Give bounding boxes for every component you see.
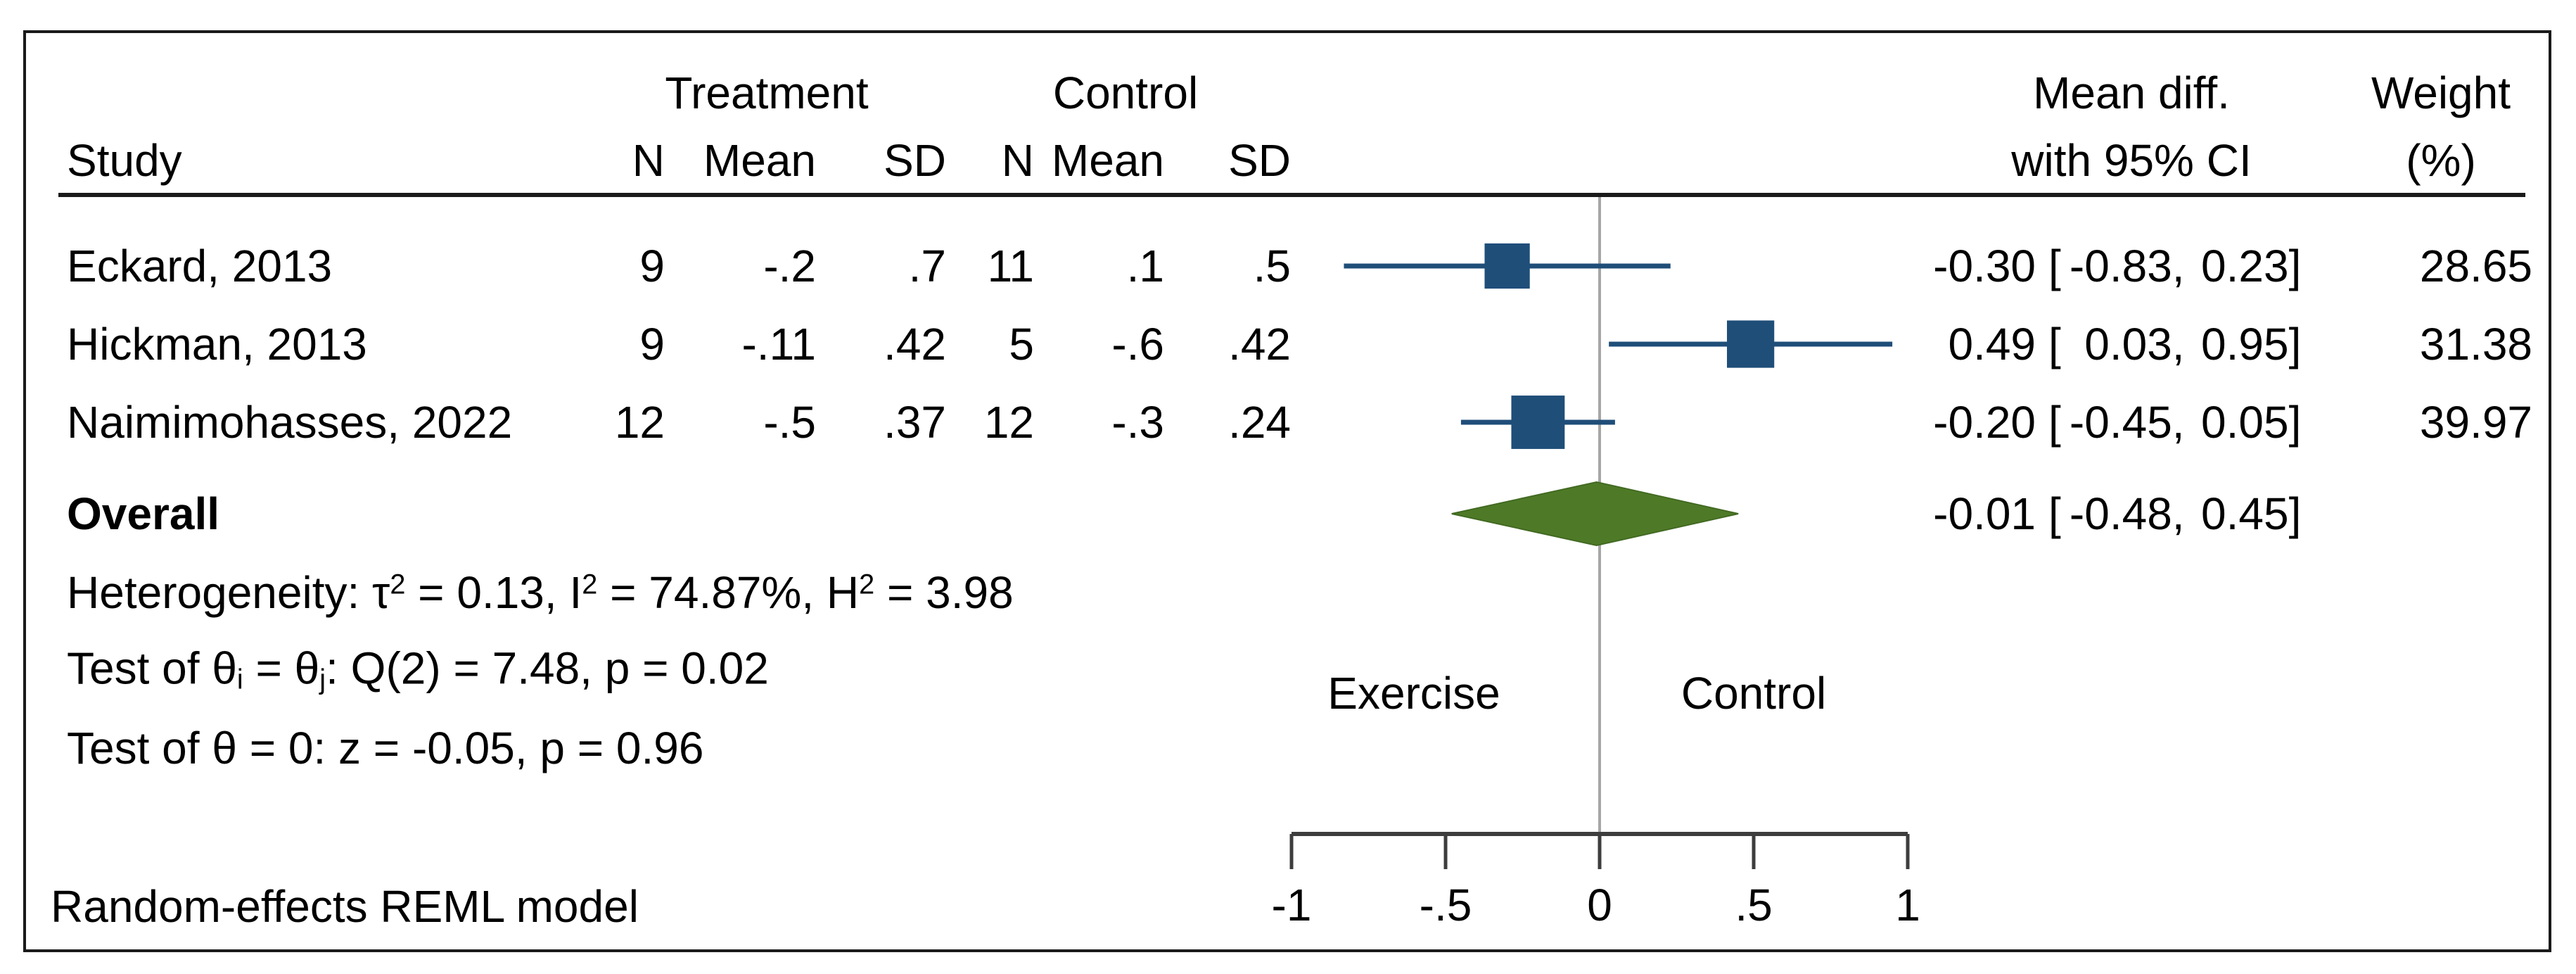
table-cell: .42 bbox=[1228, 319, 1291, 369]
table-cell: 11 bbox=[987, 241, 1034, 291]
bracket: ] bbox=[2288, 397, 2302, 448]
bracket: [ bbox=[2048, 319, 2061, 369]
ci-lower: -0.48 bbox=[2069, 488, 2172, 539]
test-theta-zero-stats: Test of θ = 0: z = -0.05, p = 0.96 bbox=[67, 726, 703, 771]
test-theta-equality-stats: Test of θi = θj: Q(2) = 7.48, p = 0.02 bbox=[67, 646, 769, 695]
ci-lower: -0.83 bbox=[2069, 241, 2172, 291]
table-cell: 9 bbox=[639, 241, 665, 291]
stats-text-segment: 2 bbox=[390, 569, 406, 600]
study-label: Naimimohasses, 2022 bbox=[67, 397, 513, 448]
table-cell: 12 bbox=[614, 397, 665, 448]
table-cell: .42 bbox=[884, 319, 946, 369]
table-cell: .5 bbox=[1253, 241, 1291, 291]
bracket: [ bbox=[2048, 488, 2061, 539]
comma: , bbox=[2172, 488, 2185, 539]
table-cell: .24 bbox=[1228, 397, 1291, 448]
direction-label-left: Exercise bbox=[1327, 668, 1500, 719]
ci-upper: 0.05 bbox=[2201, 397, 2289, 448]
ci-estimate: -0.20 bbox=[1933, 397, 2036, 448]
ci-lower: 0.03 bbox=[2084, 319, 2172, 369]
ci-upper: 0.23 bbox=[2201, 241, 2289, 291]
treatment-n-header: N bbox=[632, 135, 665, 186]
bracket: ] bbox=[2288, 319, 2302, 369]
ci-estimate: -0.30 bbox=[1933, 241, 2036, 291]
ci-text: -0.20[-0.45, 0.05] bbox=[1929, 400, 2301, 445]
model-note: Random-effects REML model bbox=[51, 881, 639, 932]
control-mean-header: Mean bbox=[1051, 135, 1164, 186]
stats-text-segment: i bbox=[236, 664, 243, 695]
bracket: [ bbox=[2048, 397, 2061, 448]
effect-header-line1: Mean diff. bbox=[2033, 68, 2230, 118]
ci-upper: 0.45 bbox=[2201, 488, 2289, 539]
overall-ci-text: -0.01[-0.48, 0.45] bbox=[1929, 491, 2301, 536]
ci-estimate: 0.49 bbox=[1948, 319, 2036, 369]
stats-text-segment: Test of θ = 0: z = -0.05, p = 0.96 bbox=[67, 723, 704, 773]
bracket: [ bbox=[2048, 241, 2061, 291]
ci-estimate: -0.01 bbox=[1933, 488, 2036, 539]
weight-value: 31.38 bbox=[2419, 319, 2532, 369]
table-cell: .37 bbox=[884, 397, 946, 448]
comma: , bbox=[2172, 241, 2185, 291]
effect-header-line2: with 95% CI bbox=[2011, 135, 2252, 186]
ci-lower: -0.45 bbox=[2069, 397, 2172, 448]
table-cell: 12 bbox=[983, 397, 1034, 448]
table-cell: 9 bbox=[639, 319, 665, 369]
study-label: Eckard, 2013 bbox=[67, 241, 333, 291]
ci-text: -0.30[-0.83, 0.23] bbox=[1929, 244, 2301, 289]
weight-header-line2: (%) bbox=[2406, 135, 2476, 186]
table-cell: 5 bbox=[1009, 319, 1034, 369]
table-cell: .7 bbox=[908, 241, 946, 291]
heterogeneity-stats: Heterogeneity: τ2 = 0.13, I2 = 74.87%, H… bbox=[67, 570, 1014, 615]
stats-text-segment: = 0.13, I bbox=[405, 567, 582, 618]
bracket: ] bbox=[2288, 241, 2302, 291]
stats-text-segment: 2 bbox=[859, 569, 875, 600]
stats-text-segment: Heterogeneity: τ bbox=[67, 567, 390, 618]
table-cell: -.2 bbox=[763, 241, 816, 291]
stats-text-segment: = 3.98 bbox=[874, 567, 1014, 618]
treatment-mean-header: Mean bbox=[703, 135, 816, 186]
stats-text-segment: Test of θ bbox=[67, 643, 237, 694]
overall-label: Overall bbox=[67, 488, 220, 539]
weight-header-line1: Weight bbox=[2371, 68, 2511, 118]
weight-value: 39.97 bbox=[2419, 397, 2532, 448]
table-cell: -.11 bbox=[741, 319, 816, 369]
ci-upper: 0.95 bbox=[2201, 319, 2289, 369]
comma: , bbox=[2172, 319, 2185, 369]
table-cell: -.3 bbox=[1111, 397, 1164, 448]
ci-text: 0.49[0.03, 0.95] bbox=[1929, 322, 2301, 367]
weight-value: 28.65 bbox=[2419, 241, 2532, 291]
treatment-sd-header: SD bbox=[884, 135, 946, 186]
control-group-header: Control bbox=[1052, 68, 1199, 118]
stats-text-segment: j bbox=[319, 664, 326, 695]
figure-border bbox=[23, 30, 2551, 952]
study-label: Hickman, 2013 bbox=[67, 319, 367, 369]
direction-label-right: Control bbox=[1681, 668, 1827, 719]
stats-text-segment: 2 bbox=[582, 569, 598, 600]
comma: , bbox=[2172, 397, 2185, 448]
header-separator-line bbox=[58, 193, 2525, 197]
stats-text-segment: = 74.87%, H bbox=[597, 567, 860, 618]
treatment-group-header: Treatment bbox=[665, 68, 869, 118]
stats-text-segment: : Q(2) = 7.48, p = 0.02 bbox=[326, 643, 769, 694]
table-cell: .1 bbox=[1126, 241, 1164, 291]
table-cell: -.5 bbox=[763, 397, 816, 448]
table-cell: -.6 bbox=[1111, 319, 1164, 369]
control-sd-header: SD bbox=[1228, 135, 1291, 186]
stats-text-segment: = θ bbox=[243, 643, 320, 694]
bracket: ] bbox=[2288, 488, 2302, 539]
study-column-header: Study bbox=[67, 135, 182, 186]
control-n-header: N bbox=[1001, 135, 1034, 186]
